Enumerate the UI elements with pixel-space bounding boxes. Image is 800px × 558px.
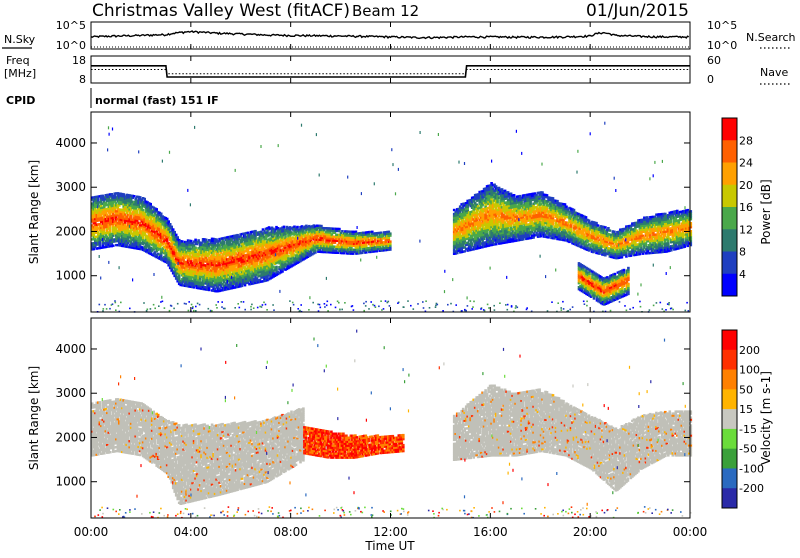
echo-cell bbox=[361, 252, 364, 254]
echo-cell bbox=[283, 226, 286, 228]
echo-cell bbox=[275, 266, 278, 268]
echo-cell bbox=[238, 244, 241, 246]
echo-cell bbox=[169, 223, 172, 225]
freq-left-tick-top: 18 bbox=[72, 54, 86, 67]
echo-cell bbox=[173, 231, 176, 233]
power-heatmap bbox=[91, 122, 692, 313]
echo-cell bbox=[181, 240, 184, 242]
nsky-left-tick-top: 10^5 bbox=[56, 19, 86, 32]
nsky-right-tick-top: 10^5 bbox=[707, 19, 737, 32]
echo-cell bbox=[194, 239, 197, 241]
echo-cell bbox=[160, 213, 163, 215]
echo-cell bbox=[223, 241, 226, 243]
echo-cell bbox=[139, 196, 142, 198]
echo-cell bbox=[122, 193, 125, 195]
echo-cell bbox=[296, 226, 299, 228]
echo-cell bbox=[320, 225, 323, 227]
nsky-label: N.Sky bbox=[4, 33, 36, 46]
freq-label-line2: [MHz] bbox=[4, 67, 36, 80]
echo-cell bbox=[167, 220, 170, 222]
echo-cell bbox=[389, 232, 392, 234]
nsearch-label: N.Search bbox=[746, 31, 796, 44]
freq-series-line bbox=[91, 66, 690, 77]
echo-cell bbox=[341, 230, 344, 232]
echo-cell bbox=[197, 239, 200, 241]
echo-cell bbox=[205, 239, 208, 241]
echo-cell bbox=[149, 203, 152, 205]
echo-cell bbox=[172, 228, 175, 230]
echo-cell bbox=[176, 236, 179, 238]
echo-cell bbox=[155, 208, 158, 210]
echo-cell bbox=[166, 218, 169, 220]
freq-panel: Freq [MHz] 18 8 60 0 Nave bbox=[4, 54, 790, 86]
echo-cell bbox=[389, 240, 392, 242]
freq-label-line1: Freq bbox=[6, 54, 30, 67]
echo-cell bbox=[471, 242, 474, 244]
nsky-right-tick-bottom: 10^0 bbox=[707, 39, 737, 52]
freq-left-tick-bottom: 8 bbox=[79, 73, 86, 86]
freq-right-tick-top: 60 bbox=[707, 54, 721, 67]
nsky-series-line bbox=[91, 31, 689, 39]
beam-label: Beam 12 bbox=[352, 2, 419, 20]
freq-right-tick-bottom: 0 bbox=[707, 73, 714, 86]
echo-cell bbox=[175, 234, 178, 236]
cpid-value: normal (fast) 151 IF bbox=[95, 94, 219, 107]
station-title: Christmas Valley West (fitACF) bbox=[92, 1, 350, 21]
echo-cell bbox=[463, 250, 466, 252]
echo-cell bbox=[338, 228, 341, 230]
nave-label: Nave bbox=[760, 66, 788, 79]
echo-cell bbox=[513, 194, 516, 196]
echo-cell bbox=[194, 247, 197, 249]
echo-cell bbox=[133, 195, 136, 197]
nave-series-line bbox=[91, 70, 690, 74]
echo-cell bbox=[190, 240, 193, 242]
nsky-left-tick-bottom: 10^0 bbox=[56, 39, 86, 52]
echo-cell bbox=[287, 255, 290, 257]
echo-cell bbox=[170, 226, 173, 228]
date-label: 01/Jun/2015 bbox=[586, 1, 689, 21]
cpid-label: CPID bbox=[6, 94, 35, 107]
nsky-panel: N.Sky 10^5 10^0 10^5 10^0 N.Search bbox=[2, 19, 796, 52]
echo-cell bbox=[143, 198, 146, 200]
echo-cell bbox=[142, 209, 145, 211]
